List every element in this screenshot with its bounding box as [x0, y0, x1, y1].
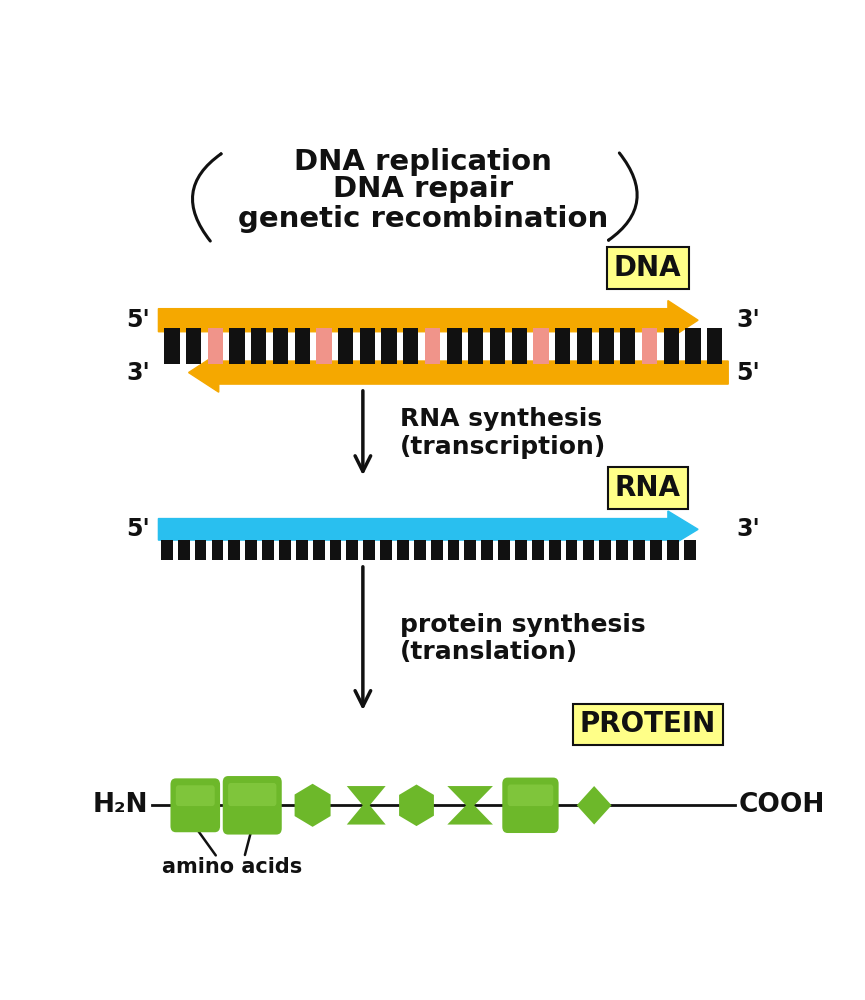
Bar	[178, 540, 189, 560]
Bar	[186, 328, 202, 364]
Bar	[272, 328, 288, 364]
Bar	[577, 328, 592, 364]
Bar	[161, 540, 173, 560]
Bar	[251, 328, 266, 364]
Text: RNA: RNA	[615, 474, 681, 502]
Bar	[246, 540, 257, 560]
Bar	[534, 328, 548, 364]
Text: 3': 3'	[736, 308, 760, 332]
Bar	[381, 328, 397, 364]
Text: 5': 5'	[126, 308, 151, 332]
Bar	[490, 328, 505, 364]
Text: genetic recombination: genetic recombination	[238, 205, 608, 233]
FancyBboxPatch shape	[176, 785, 215, 806]
Text: DNA: DNA	[614, 254, 682, 282]
Bar	[313, 540, 324, 560]
Bar	[446, 328, 462, 364]
Bar	[548, 540, 561, 560]
Bar	[650, 540, 662, 560]
Text: amino acids: amino acids	[162, 857, 302, 877]
Bar	[347, 540, 358, 560]
Bar	[582, 540, 594, 560]
Text: (translation): (translation)	[400, 640, 578, 664]
Bar	[425, 328, 440, 364]
FancyBboxPatch shape	[228, 783, 277, 806]
Bar	[228, 540, 240, 560]
Bar	[512, 328, 527, 364]
Bar	[431, 540, 443, 560]
Text: DNA replication: DNA replication	[294, 148, 552, 176]
Bar	[498, 540, 510, 560]
Bar	[403, 328, 419, 364]
Text: 3': 3'	[126, 361, 151, 385]
Bar	[279, 540, 291, 560]
Bar	[599, 328, 614, 364]
FancyArrow shape	[158, 511, 698, 548]
Bar	[707, 328, 722, 364]
Polygon shape	[577, 786, 612, 825]
FancyArrow shape	[189, 353, 728, 392]
Bar	[620, 328, 636, 364]
Text: H₂N: H₂N	[93, 792, 149, 818]
Bar	[164, 328, 180, 364]
Polygon shape	[447, 786, 493, 825]
Bar	[195, 540, 207, 560]
Bar	[685, 328, 701, 364]
Bar	[330, 540, 342, 560]
Text: 3': 3'	[736, 517, 760, 541]
Bar	[599, 540, 612, 560]
Bar	[447, 540, 459, 560]
Bar	[468, 328, 484, 364]
Text: protein synthesis: protein synthesis	[400, 613, 645, 637]
Bar	[208, 328, 223, 364]
Bar	[295, 328, 310, 364]
Bar	[555, 328, 570, 364]
Bar	[413, 540, 426, 560]
Bar	[566, 540, 578, 560]
Bar	[212, 540, 223, 560]
Bar	[317, 328, 331, 364]
Bar	[633, 540, 645, 560]
Bar	[338, 328, 353, 364]
Bar	[683, 540, 695, 560]
FancyBboxPatch shape	[223, 776, 282, 835]
Text: DNA repair: DNA repair	[333, 175, 513, 203]
Bar	[296, 540, 308, 560]
Bar	[262, 540, 274, 560]
Bar	[663, 328, 679, 364]
Polygon shape	[295, 784, 330, 827]
Text: 5': 5'	[736, 361, 760, 385]
Bar	[515, 540, 527, 560]
Text: (transcription): (transcription)	[400, 435, 606, 459]
FancyBboxPatch shape	[503, 778, 559, 833]
Text: 5': 5'	[126, 517, 151, 541]
Bar	[481, 540, 493, 560]
Bar	[532, 540, 544, 560]
FancyArrow shape	[158, 301, 698, 340]
Bar	[465, 540, 477, 560]
Bar	[360, 328, 375, 364]
Bar	[616, 540, 628, 560]
Bar	[397, 540, 409, 560]
Bar	[363, 540, 375, 560]
Bar	[642, 328, 657, 364]
Polygon shape	[347, 786, 386, 825]
FancyArrowPatch shape	[609, 153, 638, 240]
FancyBboxPatch shape	[508, 785, 554, 806]
FancyBboxPatch shape	[170, 778, 220, 832]
Text: RNA synthesis: RNA synthesis	[400, 407, 602, 431]
Bar	[667, 540, 679, 560]
Text: COOH: COOH	[739, 792, 824, 818]
Text: PROTEIN: PROTEIN	[580, 710, 716, 738]
Bar	[380, 540, 392, 560]
Bar	[229, 328, 245, 364]
Polygon shape	[399, 785, 434, 826]
FancyArrowPatch shape	[193, 154, 221, 241]
